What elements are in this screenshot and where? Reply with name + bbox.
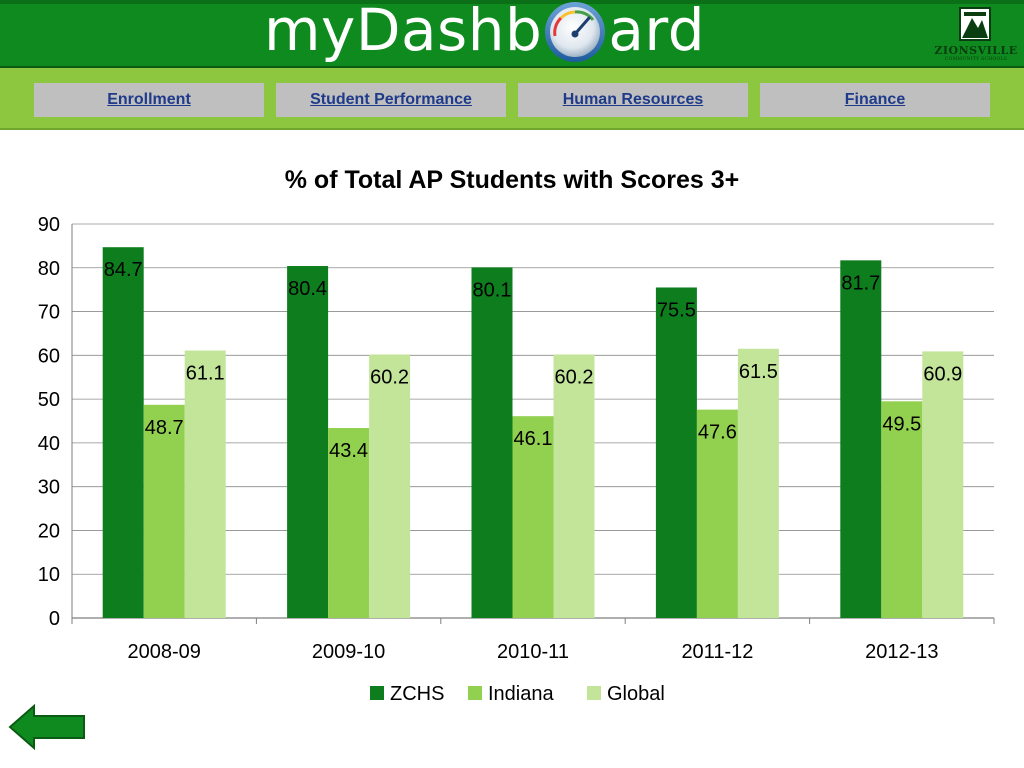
legend-swatch-indiana: [468, 686, 482, 700]
data-label: 80.4: [288, 278, 327, 300]
data-label: 61.5: [739, 361, 778, 383]
brand-title: myDashb ard: [264, 0, 705, 66]
x-tick-label: 2011-12: [681, 641, 753, 663]
nav-human-resources-label[interactable]: Human Resources: [562, 91, 704, 108]
y-tick-label: 60: [38, 345, 60, 367]
x-tick-label: 2010-11: [497, 641, 569, 663]
y-tick-label: 30: [38, 477, 60, 499]
district-crest-icon: [959, 7, 991, 41]
header-top-stripe: [0, 0, 1024, 4]
nav-finance-label[interactable]: Finance: [844, 91, 906, 108]
bar-indiana-2011-12: [696, 409, 738, 618]
legend-swatch-global: [587, 686, 601, 700]
bar-indiana-2012-13: [881, 401, 923, 618]
data-label: 47.6: [698, 422, 737, 444]
data-label: 43.4: [329, 440, 368, 462]
bar-global-2009-10: [369, 354, 411, 618]
bar-zchs-2011-12: [655, 287, 697, 618]
x-tick-label: 2009-10: [312, 641, 385, 663]
bar-indiana-2008-09: [143, 404, 185, 618]
data-label: 75.5: [657, 299, 696, 321]
y-tick-label: 40: [38, 433, 60, 455]
data-label: 46.1: [514, 428, 553, 450]
nav-student-performance-label[interactable]: Student Performance: [310, 91, 472, 108]
data-label: 84.7: [104, 259, 143, 281]
data-label: 60.2: [370, 366, 409, 388]
nav-human-resources-button[interactable]: Human Resources: [518, 83, 748, 117]
nav-bar: Enrollment Student Performance Human Res…: [0, 68, 1024, 130]
bar-zchs-2010-11: [471, 267, 513, 618]
legend-swatch-zchs: [370, 686, 384, 700]
data-label: 49.5: [882, 413, 921, 435]
y-tick-label: 80: [38, 258, 60, 280]
logo-text: ZIONSVILLE: [934, 44, 1018, 57]
nav-student-performance-button[interactable]: Student Performance: [276, 83, 506, 117]
x-tick-label: 2008-09: [127, 641, 200, 663]
logo-subtext: COMMUNITY SCHOOLS: [944, 57, 1008, 62]
brand-text-end: ard: [608, 0, 706, 64]
bar-zchs-2009-10: [287, 266, 329, 618]
ap-scores-bar-chart: 0 10 20 30 40 50 60 70 80 90 84.7 48.7 61.1 2008-09 80…: [38, 214, 995, 705]
y-tick-label: 50: [38, 389, 60, 411]
data-label: 60.9: [923, 363, 962, 385]
legend-label-global: Global: [607, 683, 665, 705]
brand-text-start: myDashb: [264, 0, 543, 64]
nav-finance-button[interactable]: Finance: [760, 83, 990, 117]
data-label: 61.1: [186, 363, 225, 385]
legend-label-indiana: Indiana: [488, 683, 554, 705]
bar-global-2008-09: [184, 350, 226, 618]
y-tick-label: 70: [38, 302, 60, 324]
data-label: 60.2: [555, 366, 594, 388]
y-tick-label: 90: [38, 214, 60, 236]
y-tick-label: 0: [49, 608, 60, 630]
nav-enrollment-button[interactable]: Enrollment: [34, 83, 264, 117]
bar-global-2011-12: [737, 348, 779, 618]
bar-indiana-2009-10: [328, 428, 370, 618]
gauge-icon: [545, 2, 606, 62]
data-label: 48.7: [145, 417, 184, 439]
y-tick-label: 10: [38, 564, 60, 586]
bar-zchs-2008-09: [102, 247, 144, 619]
bar-global-2012-13: [922, 351, 964, 618]
back-arrow-icon[interactable]: [8, 704, 86, 750]
x-tick-label: 2012-13: [865, 641, 938, 663]
bar-global-2010-11: [553, 354, 595, 618]
bar-zchs-2012-13: [840, 260, 882, 618]
district-logo: ZIONSVILLE COMMUNITY SCHOOLS: [932, 4, 1020, 64]
bar-indiana-2010-11: [512, 416, 554, 618]
header-bar: myDashb ard: [0, 0, 1024, 68]
data-label: 81.7: [841, 272, 880, 294]
y-tick-label: 20: [38, 520, 60, 542]
nav-enrollment-label[interactable]: Enrollment: [107, 91, 191, 108]
data-label: 80.1: [473, 279, 512, 301]
legend-label-zchs: ZCHS: [390, 683, 444, 705]
chart-title: % of Total AP Students with Scores 3+: [284, 166, 740, 194]
